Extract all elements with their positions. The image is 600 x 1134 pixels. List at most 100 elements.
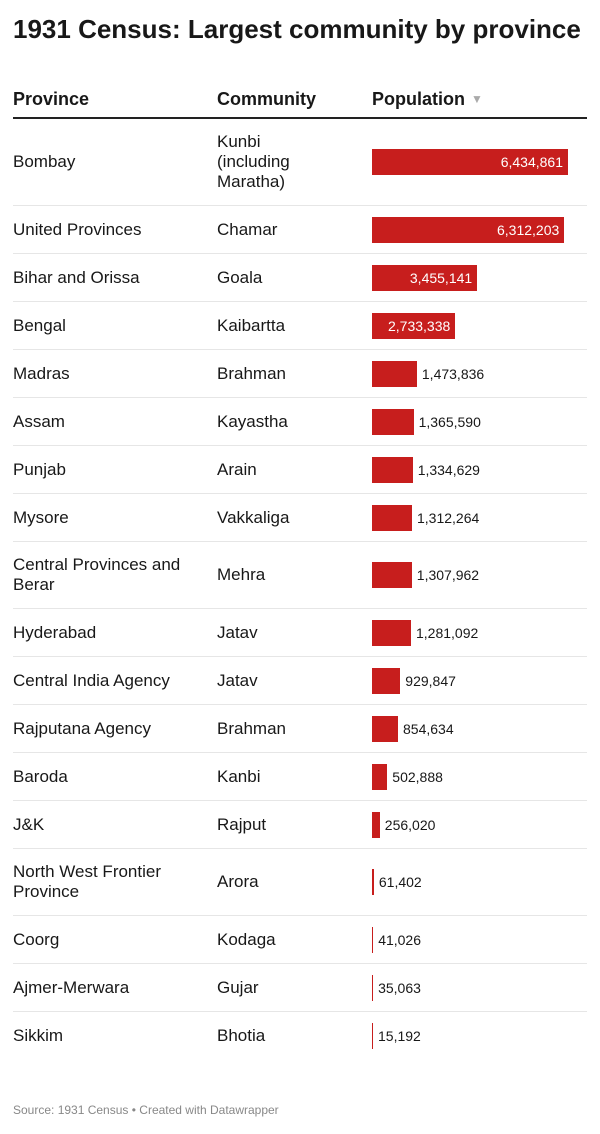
population-label: 1,473,836 [421,365,485,382]
bar-track: 61,402 [372,869,568,895]
community-cell: Bhotia [217,1025,266,1045]
population-label: 2,733,338 [388,317,451,334]
province-cell: Madras [13,363,70,383]
population-bar [372,1022,373,1049]
province-cell: J&K [13,814,45,834]
community-cell: Brahman [217,718,286,738]
population-label: 6,312,203 [497,221,560,238]
population-bar: 6,312,203 [372,216,565,243]
population-cell: 3,455,141 [372,264,587,291]
population-label: 41,026 [378,931,422,948]
population-cell: 1,281,092 [372,619,587,646]
province-cell: Bombay [13,152,76,171]
header-population[interactable]: Population ▼ [372,89,587,110]
population-bar [372,974,374,1001]
source-footer: Source: 1931 Census • Created with Dataw… [13,1103,279,1117]
table-body: Bombay Kunbi (including Maratha) 6,434,861… [13,119,587,1059]
table-row: North West Frontier Province Arora 61,402 [13,849,587,916]
community-cell: Jatav [217,622,258,642]
bar-track: 256,020 [372,811,568,838]
population-bar [372,715,398,742]
population-bar [372,408,414,435]
population-label: 1,334,629 [417,461,480,478]
bar-track: 1,312,264 [372,504,568,531]
community-cell: Kayastha [217,411,288,431]
province-cell: Hyderabad [13,622,97,642]
community-cell: Gujar [217,977,259,997]
data-table: Province Community Population ▼ Bombay Ku… [13,81,587,1059]
population-cell: 35,063 [372,974,587,1001]
population-bar [372,456,413,483]
population-bar [372,504,412,531]
table-row: J&K Rajput 256,020 [13,801,587,849]
population-bar [372,926,374,953]
table-header: Province Community Population ▼ [13,81,587,119]
province-cell: Bengal [13,315,66,335]
population-label: 35,063 [378,979,421,996]
bar-track: 41,026 [372,926,568,953]
population-cell: 6,434,861 [372,149,587,175]
province-cell: North West Frontier Province [13,862,162,901]
bar-track: 1,281,092 [372,619,568,646]
header-community[interactable]: Community [217,88,316,109]
population-cell: 1,334,629 [372,456,587,483]
population-cell: 1,365,590 [372,408,587,435]
population-bar [372,869,374,895]
population-label: 854,634 [403,720,454,737]
population-bar [372,667,401,694]
community-cell: Brahman [217,363,286,383]
table-row: Baroda Kanbi 502,888 [13,753,587,801]
population-label: 6,434,861 [500,154,563,170]
province-cell: Mysore [13,507,69,527]
population-cell: 1,307,962 [372,562,587,588]
population-bar [372,562,412,588]
population-label: 1,307,962 [416,567,480,583]
community-cell: Goala [217,267,263,287]
population-label: 502,888 [392,768,443,785]
header-province[interactable]: Province [13,88,90,109]
population-bar [372,811,380,838]
community-cell: Mehra [217,565,266,584]
sort-down-icon[interactable]: ▼ [471,92,483,106]
table-row: Bombay Kunbi (including Maratha) 6,434,861 [13,119,587,206]
province-cell: Central Provinces and Berar [13,555,181,594]
bar-track: 1,473,836 [372,360,568,387]
population-bar [372,619,411,646]
province-cell: Rajputana Agency [13,718,151,738]
community-cell: Jatav [217,670,258,690]
table-row: Punjab Arain 1,334,629 [13,446,587,494]
bar-track: 2,733,338 [372,312,568,339]
table-row: Hyderabad Jatav 1,281,092 [13,609,587,657]
province-cell: Coorg [13,929,60,949]
population-bar [372,360,417,387]
bar-track: 6,312,203 [372,216,568,243]
community-cell: Kaibartta [217,315,286,335]
population-cell: 1,473,836 [372,360,587,387]
population-cell: 929,847 [372,667,587,694]
population-cell: 15,192 [372,1022,587,1049]
province-cell: Bihar and Orissa [13,267,140,287]
community-cell: Kodaga [217,929,276,949]
table-row: Central India Agency Jatav 929,847 [13,657,587,705]
table-row: Ajmer-Merwara Gujar 35,063 [13,964,587,1012]
bar-track: 1,307,962 [372,562,568,588]
bar-track: 35,063 [372,974,568,1001]
population-bar: 6,434,861 [372,149,568,175]
table-row: United Provinces Chamar 6,312,203 [13,206,587,254]
province-cell: Baroda [13,766,68,786]
bar-track: 854,634 [372,715,568,742]
population-bar: 2,733,338 [372,312,456,339]
population-cell: 502,888 [372,763,587,790]
community-cell: Kanbi [217,766,261,786]
population-cell: 256,020 [372,811,587,838]
population-label: 1,365,590 [418,413,481,430]
bar-track: 929,847 [372,667,568,694]
table-row: Central Provinces and Berar Mehra 1,307,96… [13,542,587,609]
population-label: 3,455,141 [409,269,473,286]
header-population-label: Population [372,88,465,109]
community-cell: Chamar [217,219,278,239]
population-cell: 41,026 [372,926,587,953]
province-cell: Central India Agency [13,670,170,690]
population-cell: 6,312,203 [372,216,587,243]
bar-track: 1,334,629 [372,456,568,483]
